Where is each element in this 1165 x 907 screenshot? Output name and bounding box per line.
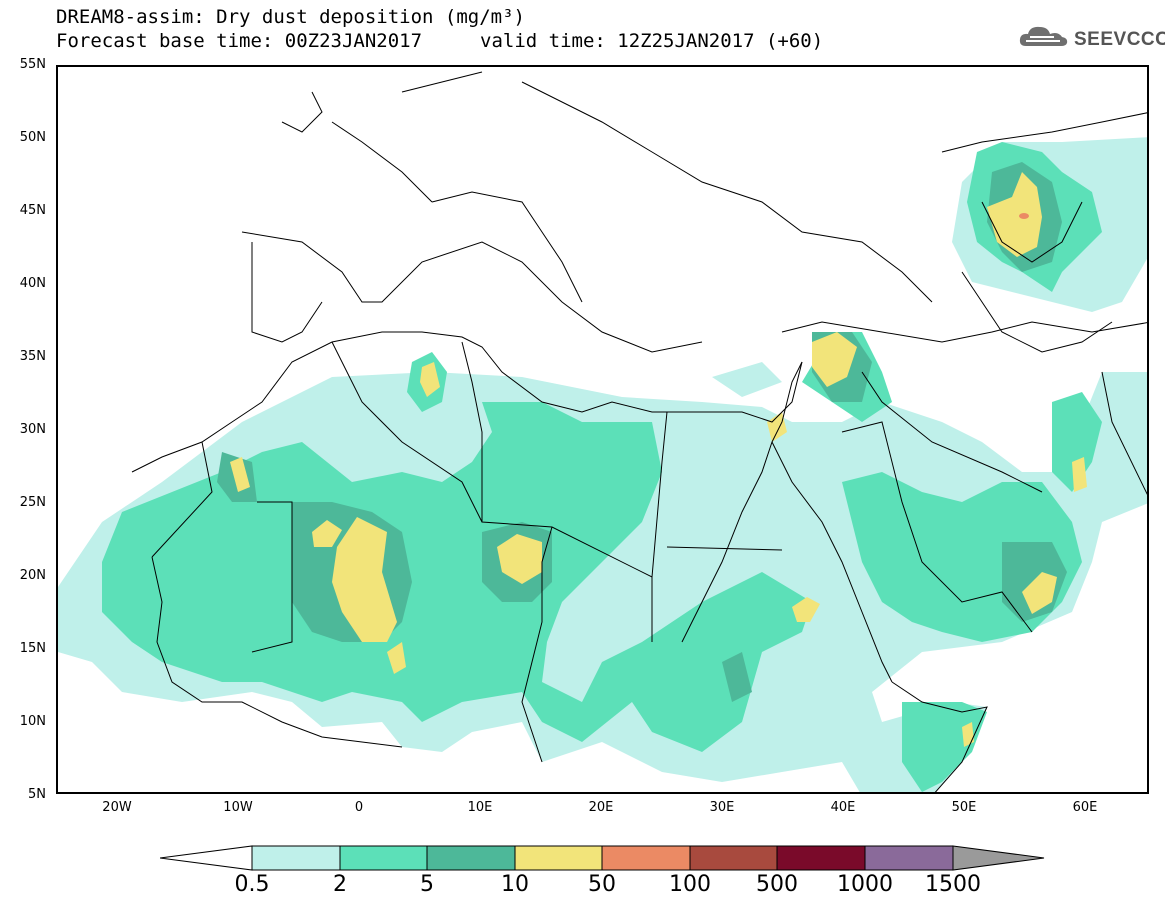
colorbar-segment-50-100 [601, 845, 691, 871]
colorbar-label: 50 [588, 872, 616, 897]
colorbar-segment-1000-1500 [864, 845, 954, 871]
colorbar-segment-500-1000 [776, 845, 866, 871]
coastlines-and-borders [131, 71, 1147, 792]
lat-label: 35N [19, 349, 46, 364]
lat-label: 40N [19, 276, 46, 291]
colorbar-label: 100 [669, 872, 711, 897]
deposition-band-50-100 [1019, 213, 1029, 219]
lon-label: 40E [830, 800, 856, 815]
cloud-icon [1018, 24, 1070, 55]
seevccc-logo: SEEVCCC [1018, 24, 1165, 55]
lon-label: 0 [354, 800, 364, 815]
lon-label: 60E [1072, 800, 1098, 815]
colorbar-label: 1500 [925, 872, 981, 897]
lat-label: 50N [19, 130, 46, 145]
forecast-base-time: Forecast base time: 00Z23JAN2017 [56, 30, 423, 52]
lon-label: 50E [951, 800, 977, 815]
lon-label: 20E [588, 800, 614, 815]
lat-label: 10N [19, 714, 46, 729]
lat-label: 20N [19, 568, 46, 583]
map-title: DREAM8-assim: Dry dust deposition (mg/m³… [56, 6, 525, 28]
dust-deposition-map [56, 65, 1149, 794]
lat-label: 30N [19, 422, 46, 437]
map-canvas [58, 71, 1147, 792]
colorbar-segment-5-10 [426, 845, 516, 871]
lon-label: 20W [102, 800, 132, 815]
lat-label: 15N [19, 641, 46, 656]
colorbar-segment-2-5 [339, 845, 428, 871]
colorbar-segment-below-0.5 [160, 845, 253, 871]
colorbar-segment-100-500 [689, 845, 778, 871]
lat-label: 45N [19, 203, 46, 218]
valid-time: valid time: 12Z25JAN2017 (+60) [480, 30, 824, 52]
lon-label: 30E [709, 800, 735, 815]
colorbar-label: 5 [420, 872, 434, 897]
deposition-band-10-50 [230, 172, 1087, 747]
lon-label: 10W [223, 800, 253, 815]
colorbar-label: 10 [501, 872, 529, 897]
lat-label: 25N [19, 495, 46, 510]
lat-label: 5N [28, 787, 46, 802]
lat-label: 55N [19, 57, 46, 72]
colorbar-label: 2 [333, 872, 347, 897]
colorbar-segment-0.5-2 [251, 845, 341, 871]
logo-text: SEEVCCC [1074, 28, 1165, 50]
colorbar-label: 500 [756, 872, 798, 897]
lon-label: 10E [467, 800, 493, 815]
colorbar-segment-10-50 [514, 845, 603, 871]
colorbar-segment-above-1500 [952, 845, 1045, 871]
colorbar-label: 0.5 [234, 872, 270, 897]
colorbar-label: 1000 [837, 872, 893, 897]
